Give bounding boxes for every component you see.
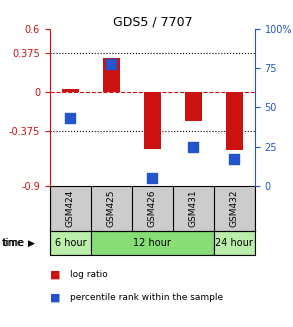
Text: log ratio: log ratio	[70, 270, 108, 279]
Point	[68, 116, 73, 121]
Text: ▶: ▶	[28, 238, 35, 248]
Text: GSM425: GSM425	[107, 189, 116, 227]
Text: 12 hour: 12 hour	[133, 238, 171, 248]
Text: GSM424: GSM424	[66, 190, 75, 227]
Bar	[91, 231, 214, 255]
Text: percentile rank within the sample: percentile rank within the sample	[70, 293, 224, 302]
Text: GSM431: GSM431	[189, 189, 198, 227]
Point	[150, 175, 155, 180]
Text: time: time	[3, 238, 25, 248]
Text: 24 hour: 24 hour	[215, 238, 253, 248]
Bar	[226, 92, 243, 150]
Point	[109, 61, 114, 66]
Text: GSM426: GSM426	[148, 189, 157, 227]
Text: ■: ■	[50, 293, 60, 302]
Point	[232, 156, 237, 162]
Bar	[144, 92, 161, 149]
Title: GDS5 / 7707: GDS5 / 7707	[113, 15, 192, 28]
Bar	[50, 231, 91, 255]
Bar	[103, 58, 120, 92]
Text: GSM432: GSM432	[230, 189, 239, 227]
Point	[191, 144, 196, 149]
Bar	[214, 231, 255, 255]
Bar	[62, 89, 79, 92]
Text: time: time	[1, 238, 24, 248]
Text: ■: ■	[50, 270, 60, 280]
Text: 6 hour: 6 hour	[54, 238, 86, 248]
Bar	[185, 92, 202, 121]
